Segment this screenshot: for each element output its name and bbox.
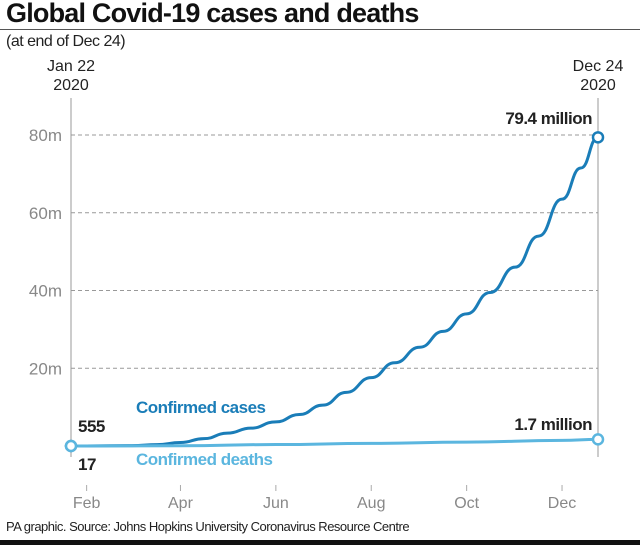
x-tick-label: Oct xyxy=(454,495,479,512)
x-tick-label: Feb xyxy=(73,495,101,512)
end-marker xyxy=(591,433,605,446)
x-tick-label: Dec xyxy=(548,495,576,512)
start-date-label: Jan 22 xyxy=(47,58,95,75)
chart-title: Global Covid-19 cases and deaths xyxy=(6,0,419,28)
start-marker xyxy=(64,439,78,453)
y-tick-label: 20m xyxy=(29,359,62,378)
y-tick-label: 40m xyxy=(29,282,62,301)
series-line-deaths xyxy=(69,437,600,448)
bottom-bar xyxy=(0,540,640,545)
deaths-start-label: 17 xyxy=(78,455,96,474)
end-marker xyxy=(591,131,605,144)
source-note: PA graphic. Source: Johns Hopkins Univer… xyxy=(6,519,410,534)
x-tick-label: Jun xyxy=(263,495,289,512)
end-date-label: 2020 xyxy=(580,77,616,94)
series-line-cases xyxy=(69,135,600,448)
start-date-label: 2020 xyxy=(53,77,89,94)
deaths-end-label: 1.7 million xyxy=(514,415,592,434)
y-tick-label: 60m xyxy=(29,204,62,223)
x-tick-label: Apr xyxy=(168,495,194,512)
cases-end-label: 79.4 million xyxy=(505,109,592,128)
x-tick-label: Aug xyxy=(357,495,385,512)
deaths-series-label: Confirmed deaths xyxy=(136,450,273,469)
title-divider xyxy=(0,29,640,30)
y-tick-label: 80m xyxy=(29,126,62,145)
cases-start-label: 555 xyxy=(78,417,105,436)
cases-series-label: Confirmed cases xyxy=(136,398,266,417)
chart-subtitle: (at end of Dec 24) xyxy=(6,33,126,50)
end-date-label: Dec 24 xyxy=(573,58,624,75)
